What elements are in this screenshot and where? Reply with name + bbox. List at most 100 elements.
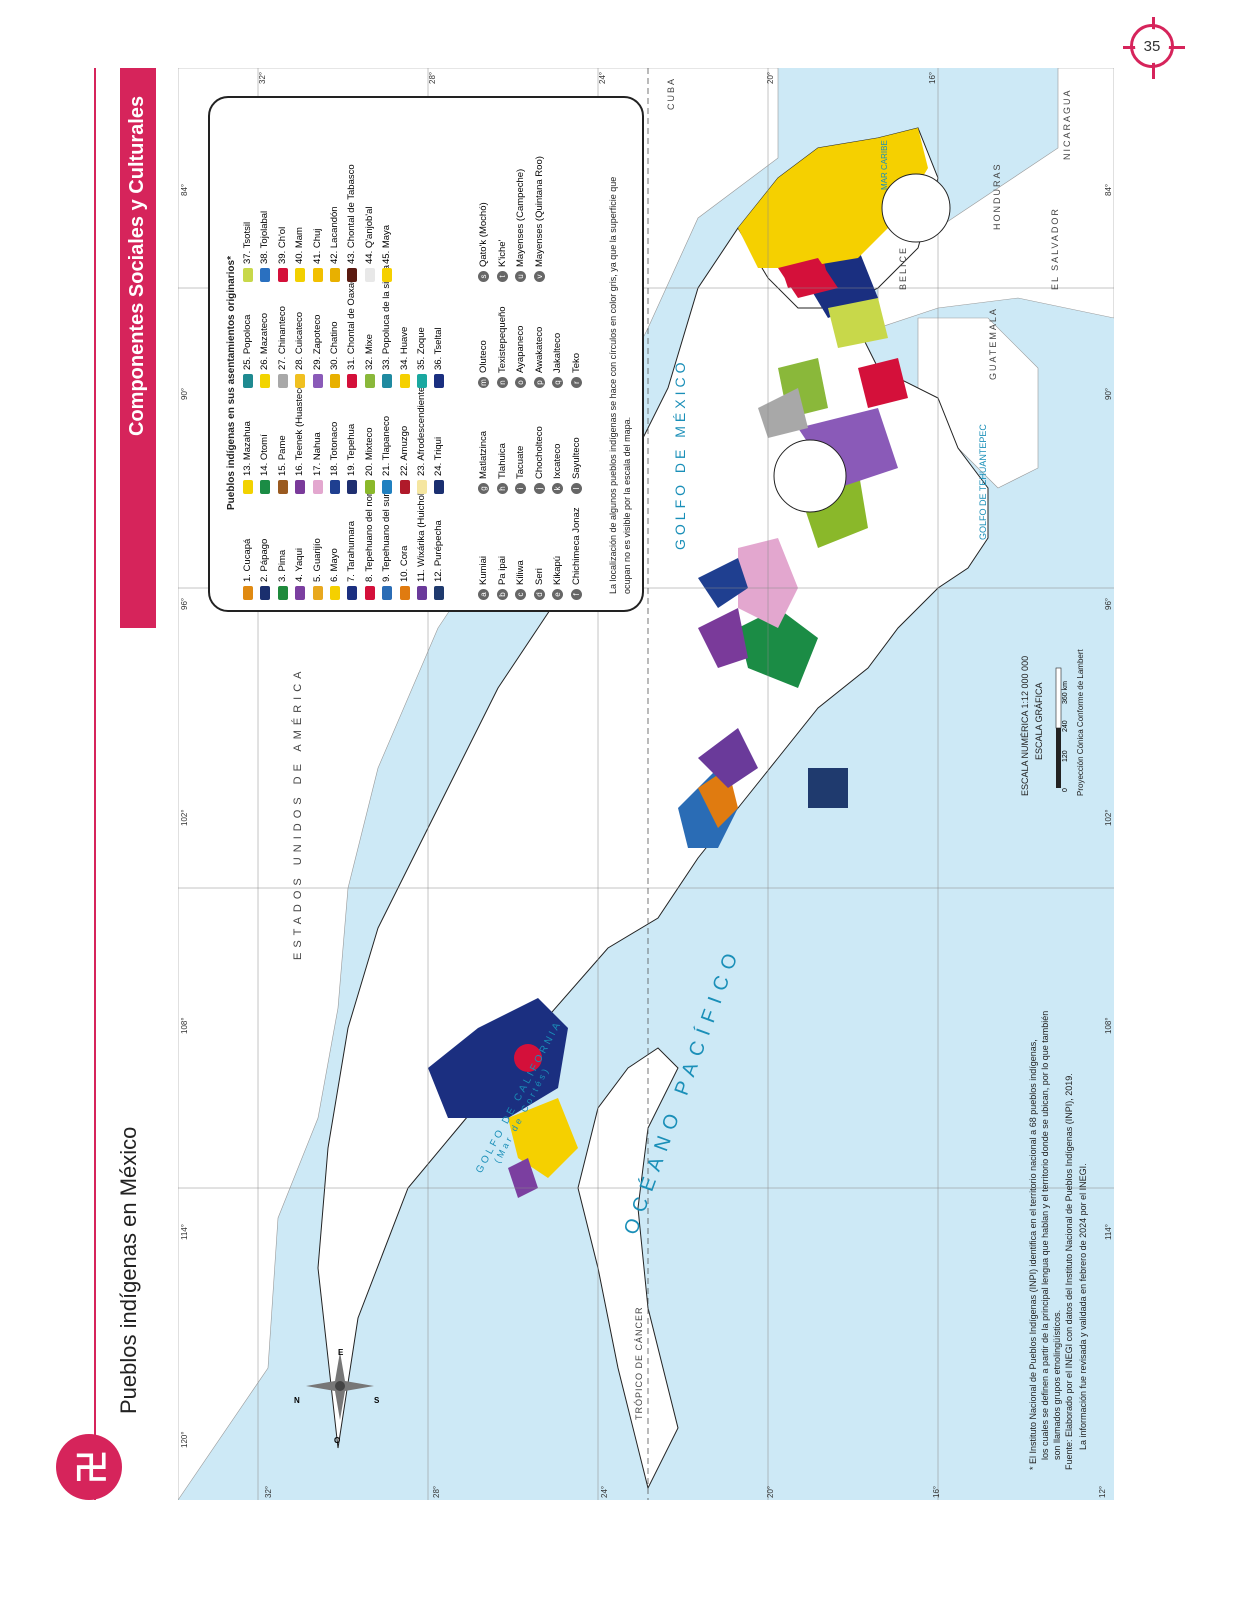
indigenous-regions: [428, 128, 928, 1198]
legend-label: 30. Chatino: [329, 321, 340, 370]
legend-label: 27. Chinanteco: [276, 306, 288, 370]
legend-item: 32. Mixe: [364, 334, 375, 388]
region-totonaco: [698, 558, 748, 608]
legend-swatch: [312, 480, 323, 494]
region-otomi: [738, 608, 818, 688]
degree-label-bottom: 12°: [1098, 1485, 1107, 1498]
label-honduras: HONDURAS: [992, 162, 1002, 230]
legend-letter-marker: j: [533, 483, 545, 494]
legend-swatch: [242, 586, 253, 600]
legend-letter-marker: u: [515, 271, 526, 282]
legend-item: 39. Ch'ol: [277, 227, 288, 282]
legend-swatch: [399, 586, 410, 600]
legend-letter-label: Kiliwa: [515, 560, 526, 585]
legend-swatch: [259, 480, 270, 494]
legend-item: 31. Chontal de Oaxaca: [346, 273, 357, 388]
legend-letter-item: l Sayulteco: [570, 437, 582, 494]
label-tropico: TRÓPICO DE CÁNCER: [634, 1306, 644, 1420]
inset-circle-gulf: [773, 439, 847, 513]
legend-label: 45. Maya: [381, 224, 393, 264]
scale-graphic: ESCALA GRÁFICA: [1034, 682, 1044, 760]
legend-item: 26. Mazateco: [259, 313, 270, 388]
section-banner: [120, 68, 156, 628]
compass-rose: [306, 1352, 374, 1420]
legend-item: 27. Chinanteco: [277, 306, 288, 388]
legend-swatch: [259, 268, 270, 282]
legend-letter-marker: t: [496, 271, 508, 282]
legend-item: 45. Maya: [381, 225, 392, 282]
legend-letter-item: f Chichimeca Jonaz: [570, 507, 582, 600]
legend-swatch: [277, 268, 288, 282]
legend-letter-marker: o: [515, 377, 526, 388]
degree-label-right: 90°: [1104, 387, 1113, 400]
legend-label: 23. Afrodescendiente: [416, 386, 427, 476]
compass-o: O: [334, 1436, 341, 1445]
publisher-logo: 卍: [56, 1434, 122, 1500]
legend-swatch: [364, 268, 375, 282]
degree-label-side: 108°: [180, 1017, 189, 1034]
legend-label: 24. Triqui: [433, 436, 445, 476]
legend-item: 4. Yaqui: [294, 548, 305, 600]
legend-swatch: [329, 374, 340, 388]
legend-label: 2. Pápago: [259, 538, 271, 582]
legend-letter-label: Kikapú: [552, 555, 563, 585]
legend-label: 1. Cucapá: [242, 538, 253, 582]
left-rule: [94, 68, 96, 1500]
legend-letter-item: e Kikapú: [552, 556, 563, 600]
legend-item: 18. Totonaco: [329, 422, 340, 494]
legend-swatch: [277, 480, 288, 494]
legend-letter-item: q Jakalteco: [552, 333, 563, 388]
legend-swatch: [433, 374, 444, 388]
legend-letter-label: Qato'k (Mochó): [478, 202, 489, 267]
legend-label: 5. Guarijío: [311, 538, 323, 582]
legend-letter-item: t K'iche': [496, 239, 508, 282]
legend-swatch: [381, 480, 392, 494]
legend-item: 33. Popoluca de la sierra: [381, 265, 392, 388]
legend-swatch: [381, 374, 392, 388]
legend-swatch: [294, 374, 305, 388]
legend-letter-label: Oluteco: [478, 340, 489, 373]
legend-item: 41. Chuj: [312, 229, 323, 282]
section-title: Componentes Sociales y Culturales: [126, 95, 148, 436]
footnote-3: son llamados grupos etnolingüísticos.: [1052, 1309, 1062, 1460]
legend-letter-item: u Mayenses (Campeche): [515, 169, 526, 282]
legend-letter-marker: m: [478, 377, 489, 388]
degree-label-side: 96°: [180, 597, 189, 610]
legend-item: 35. Zoque: [416, 327, 427, 388]
inset-circle-caribe: [881, 173, 951, 243]
legend-swatch: [242, 268, 253, 282]
legend-swatch: [346, 374, 357, 388]
legend-label: 40. Mam: [294, 227, 306, 264]
degree-label-side: 120°: [180, 1431, 189, 1448]
degree-label-side: 102°: [180, 809, 189, 826]
legend-item: 2. Pápago: [259, 539, 270, 600]
legend-swatch: [329, 268, 340, 282]
legend-letter-item: d Seri: [533, 568, 545, 600]
label-el-salvador: EL SALVADOR: [1050, 207, 1060, 290]
degree-label-bottom: 16°: [932, 1485, 941, 1498]
legend-item: 10. Cora: [399, 546, 410, 600]
legend-heading: Pueblos indígenas en sus asentamientos o…: [226, 256, 237, 510]
legend-swatch: [312, 268, 323, 282]
legend-letter-marker: q: [552, 377, 563, 388]
scale-numeric: ESCALA NUMÉRICA 1:12 000 000: [1020, 655, 1030, 796]
legend-label: 20. Mixteco: [363, 427, 375, 476]
footnote-1: * El Instituto Nacional de Pueblos Indíg…: [1028, 1039, 1038, 1470]
legend-letter-marker: b: [496, 589, 508, 600]
legend-letter-label: K'iche': [496, 239, 508, 267]
legend-label: 43. Chontal de Tabasco: [346, 164, 358, 264]
page-title: Pueblos indígenas en México: [116, 1126, 141, 1414]
legend-letter-label: Mayenses (Quintana Roo): [533, 156, 545, 267]
label-nicaragua: NICARAGUA: [1062, 88, 1072, 160]
legend-label: 36. Tseltal: [433, 327, 445, 370]
degree-label-bottom: 20°: [766, 1485, 775, 1498]
legend-item: 19. Tepehua: [346, 424, 357, 494]
legend-label: 15. Pame: [276, 435, 288, 476]
legend-swatch: [346, 480, 357, 494]
legend-swatch: [294, 480, 305, 494]
legend-note-1: La localización de algunos pueblos indíg…: [608, 176, 618, 594]
legend-letter-label: Texistepequeño: [496, 306, 508, 373]
legend-label: 7. Tarahumara: [346, 520, 358, 582]
legend-letter-marker: l: [570, 483, 582, 494]
legend-item: 11. Wixárika (Huichol): [416, 490, 427, 600]
